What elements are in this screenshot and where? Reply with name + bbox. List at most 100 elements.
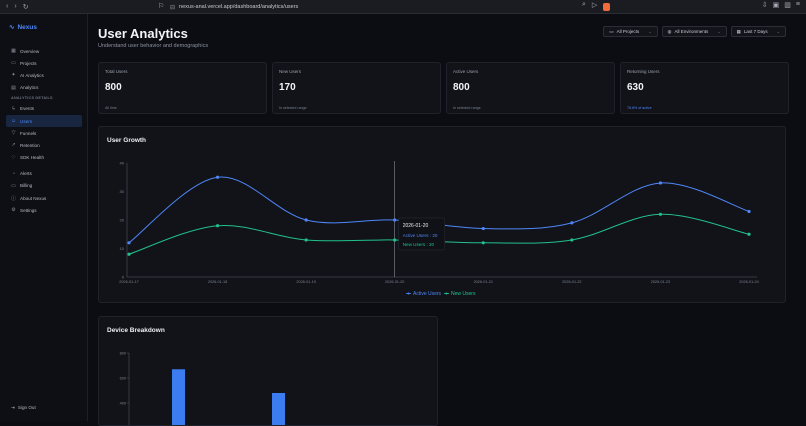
environment-select[interactable]: ◍ All Environments ⌄ — [661, 26, 727, 37]
sidebar-item-funnels[interactable]: ▽ Funnels — [6, 127, 82, 139]
y-tick-label: 20 — [120, 218, 125, 223]
x-tick-label: 2026-01-21 — [474, 280, 493, 284]
data-point — [304, 238, 308, 242]
page-subtitle: Understand user behavior and demographic… — [98, 43, 209, 49]
forward-icon[interactable]: › — [14, 2, 17, 10]
back-icon[interactable]: ‹ — [6, 2, 9, 10]
filter-bar: ▭ All Projects ⌄ ◍ All Environments ⌄ ▦ Last … — [603, 26, 786, 37]
info-icon: ⓘ — [11, 195, 17, 202]
grid-icon: ▦ — [11, 48, 16, 55]
sidebar-item-about[interactable]: ⓘ About Nexus — [6, 192, 82, 204]
sidebar-icon[interactable]: ▥ — [784, 2, 791, 9]
stat-value: 800 — [453, 82, 470, 93]
share-icon[interactable]: ▷ — [591, 2, 598, 9]
legend-marker — [445, 292, 448, 295]
x-tick-label: 2026-01-17 — [119, 280, 138, 284]
device-breakdown-chart: 800600400200 — [120, 352, 285, 425]
sidebar-item-label: Alerts — [20, 171, 32, 177]
x-tick-label: 2026-01-18 — [208, 280, 227, 284]
stat-value: 630 — [627, 82, 644, 93]
data-point — [215, 175, 220, 179]
legend-marker — [407, 292, 410, 295]
chevron-down-icon: ⌄ — [776, 29, 780, 34]
data-point — [127, 241, 131, 245]
data-point — [304, 218, 308, 222]
sidebar-section-label: ANALYTICS DETAILS — [11, 96, 53, 101]
data-point — [747, 232, 751, 236]
trend-icon: ↗ — [11, 142, 16, 149]
sidebar-item-ai-analytics[interactable]: ✦ AI Analytics — [6, 69, 82, 81]
stat-card-returning-users: Returning Users 630 78.8% of active — [620, 62, 789, 114]
data-point — [481, 226, 485, 231]
stat-card-total-users: Total Users 800 All time — [98, 62, 267, 114]
url-text: nexus-anal.vercel.app/dashboard/analytic… — [179, 4, 299, 10]
stat-label: New Users — [279, 69, 302, 74]
address-bar[interactable]: ⊟ nexus-anal.vercel.app/dashboard/analyt… — [170, 2, 298, 12]
sidebar-item-label: Retention — [20, 142, 40, 148]
sidebar-item-analytics[interactable]: ▤ Analytics — [6, 82, 82, 94]
date-range-select[interactable]: ▦ Last 7 Days ⌄ — [730, 26, 786, 37]
sparkle-icon: ✦ — [11, 72, 16, 79]
legend-item: Active Users — [413, 291, 442, 297]
sidebar-item-retention[interactable]: ↗ Retention — [6, 139, 82, 151]
sign-out-button[interactable]: ⇥ Sign Out — [11, 405, 36, 411]
stat-note: All time — [105, 106, 117, 110]
sidebar-item-alerts[interactable]: ◔ Alerts — [6, 168, 82, 180]
y-tick-label: 800 — [120, 352, 126, 356]
y-tick-label: 10 — [120, 246, 125, 251]
y-tick-label: 0 — [122, 275, 125, 280]
search-icon[interactable]: ⌕ — [582, 1, 586, 8]
stat-note: In selected range — [279, 106, 307, 110]
user-growth-panel: User Growth 0 10 20 30 40 2026-01-17 2026-01-1… — [98, 126, 786, 303]
data-point — [215, 224, 220, 228]
stat-note: 78.8% of active — [627, 106, 652, 110]
sidebar-item-label: Analytics — [20, 85, 39, 91]
sidebar-item-overview[interactable]: ▦ Overview — [6, 45, 82, 57]
download-icon[interactable]: ⇩ — [761, 2, 768, 9]
stat-label: Returning Users — [627, 69, 660, 74]
sidebar-item-billing[interactable]: ▭ Billing — [6, 180, 82, 192]
sidebar-item-label: Funnels — [20, 130, 37, 136]
brand-name: Nexus — [17, 23, 37, 31]
bookmark-icon[interactable]: ⚐ — [158, 3, 165, 10]
panel-title: Device Breakdown — [107, 327, 165, 334]
tooltip-active: Active Users : 20 — [403, 233, 438, 238]
tooltip-date: 2026-01-20 — [403, 223, 429, 229]
data-point — [481, 241, 485, 245]
menu-icon[interactable]: ≡ — [795, 1, 800, 8]
sidebar-item-sdk-health[interactable]: ♡ SDK Health — [6, 152, 82, 164]
y-tick-label: 30 — [120, 189, 125, 194]
extensions-icon[interactable]: ▣ — [772, 2, 780, 9]
stat-label: Total Users — [105, 69, 128, 74]
sidebar-item-users[interactable]: ☺ Users — [6, 114, 82, 128]
brand[interactable]: ∿ Nexus — [9, 23, 37, 32]
sidebar-item-label: AI Analytics — [20, 72, 44, 78]
reload-icon[interactable]: ↻ — [22, 3, 29, 11]
x-tick-label: 2026-01-24 — [739, 280, 758, 284]
bell-icon: ◔ — [11, 170, 16, 177]
data-point — [393, 218, 397, 222]
sidebar: ∿ Nexus ▦ Overview ▭ Projects ✦ AI Analytic… — [0, 14, 88, 421]
sidebar-item-label: Billing — [20, 183, 33, 189]
project-select[interactable]: ▭ All Projects ⌄ — [603, 26, 658, 37]
chevron-down-icon: ⌄ — [648, 29, 652, 34]
bar — [272, 393, 285, 425]
bolt-icon: ϟ — [12, 105, 15, 112]
sidebar-item-events[interactable]: ϟ Events — [6, 103, 82, 115]
folder-icon: ▭ — [609, 28, 614, 34]
data-point — [747, 209, 751, 214]
stat-card-active-users: Active Users 800 In selected range — [446, 62, 615, 114]
sidebar-item-label: Projects — [20, 60, 37, 66]
main-content: User Analytics Understand user behavior … — [88, 14, 806, 426]
sidebar-item-settings[interactable]: ⚙ Settings — [6, 204, 82, 216]
stat-note: In selected range — [453, 106, 481, 110]
panel-title: User Growth — [107, 137, 147, 144]
brave-shields-icon[interactable] — [603, 3, 611, 11]
stat-label: Active Users — [453, 69, 479, 74]
sidebar-item-label: Overview — [20, 48, 40, 54]
folder-icon: ▭ — [11, 60, 16, 67]
y-tick-label: 40 — [120, 161, 125, 166]
user-growth-chart[interactable]: 0 10 20 30 40 2026-01-17 2026-01-18 2026-01-19 2… — [99, 127, 787, 304]
sidebar-item-projects[interactable]: ▭ Projects — [6, 57, 82, 69]
data-point — [570, 221, 574, 225]
